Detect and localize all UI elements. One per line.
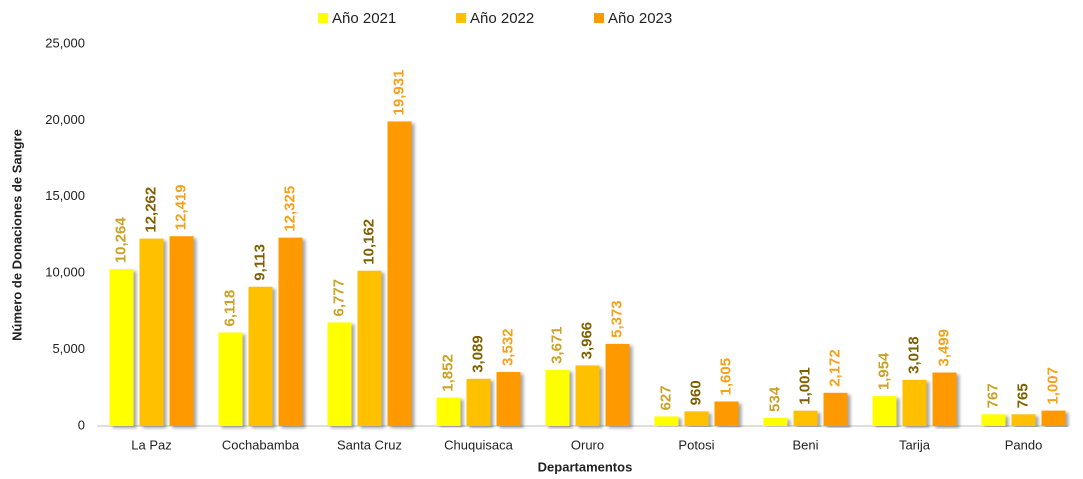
bar [764, 418, 788, 426]
legend-swatch [456, 13, 466, 23]
value-label: 3,089 [469, 335, 486, 373]
bar [170, 236, 194, 426]
y-tick-label: 0 [78, 417, 85, 432]
bar [497, 372, 521, 426]
value-label: 19,931 [390, 70, 407, 116]
y-tick-label: 5,000 [52, 341, 85, 356]
bar [576, 365, 600, 426]
bar [655, 416, 679, 426]
y-tick-label: 20,000 [45, 112, 85, 127]
bar [685, 411, 709, 426]
legend-label: Año 2021 [332, 10, 396, 27]
value-label: 627 [657, 385, 674, 410]
x-tick-label: La Paz [131, 437, 171, 452]
value-label: 765 [1014, 383, 1031, 408]
legend-swatch [318, 13, 328, 23]
bar [903, 380, 927, 426]
x-tick-label: Beni [792, 437, 818, 452]
chart: Número de Donaciones de Sangre Departame… [0, 0, 1083, 479]
legend-label: Año 2023 [608, 10, 672, 27]
value-label: 3,532 [499, 328, 516, 366]
y-axis-title: Número de Donaciones de Sangre [9, 129, 24, 341]
value-label: 10,162 [360, 219, 377, 265]
x-tick-label: Cochabamba [222, 437, 300, 452]
value-label: 6,118 [221, 290, 238, 327]
y-tick-label: 10,000 [45, 265, 85, 280]
value-label: 3,966 [578, 322, 595, 360]
bar [219, 333, 243, 426]
bar [824, 393, 848, 426]
value-label: 6,777 [330, 279, 347, 317]
value-label: 2,172 [826, 349, 843, 387]
value-label: 1,001 [796, 367, 813, 405]
value-label: 3,018 [905, 336, 922, 374]
value-label: 1,954 [875, 352, 892, 390]
x-axis-title: Departamentos [538, 459, 633, 474]
bar [437, 398, 461, 426]
value-label: 12,419 [172, 184, 189, 230]
value-label: 960 [687, 380, 704, 405]
value-label: 1,852 [439, 354, 456, 392]
bar [140, 239, 164, 426]
bar [606, 344, 630, 426]
bar [1012, 414, 1036, 426]
value-label: 767 [984, 383, 1001, 408]
bar [873, 396, 897, 426]
legend-swatch [594, 13, 604, 23]
x-tick-label: Oruro [571, 437, 604, 452]
value-label: 9,113 [251, 244, 268, 281]
bar [467, 379, 491, 426]
value-label: 12,262 [142, 187, 159, 233]
bar [546, 370, 570, 426]
bar [794, 411, 818, 426]
bar [933, 373, 957, 426]
y-tick-label: 25,000 [45, 35, 85, 50]
bar [1042, 411, 1066, 426]
value-label: 5,373 [608, 300, 625, 338]
bar [110, 269, 134, 426]
bar [279, 238, 303, 426]
value-label: 10,264 [112, 217, 129, 264]
value-label: 534 [766, 386, 783, 412]
x-tick-label: Chuquisaca [444, 437, 513, 452]
x-tick-label: Tarija [899, 437, 931, 452]
value-label: 3,499 [935, 329, 952, 367]
bar [358, 271, 382, 426]
legend-label: Año 2022 [470, 10, 534, 27]
x-tick-label: Potosi [678, 437, 714, 452]
bar [982, 414, 1006, 426]
bar [249, 287, 273, 426]
bar [328, 322, 352, 426]
x-tick-label: Pando [1005, 437, 1043, 452]
value-label: 1,007 [1044, 367, 1061, 405]
x-tick-label: Santa Cruz [337, 437, 402, 452]
value-label: 3,671 [548, 326, 565, 364]
value-label: 12,325 [281, 186, 298, 232]
y-tick-label: 15,000 [45, 188, 85, 203]
bar [715, 401, 739, 426]
bar [388, 121, 412, 426]
value-label: 1,605 [717, 358, 734, 396]
